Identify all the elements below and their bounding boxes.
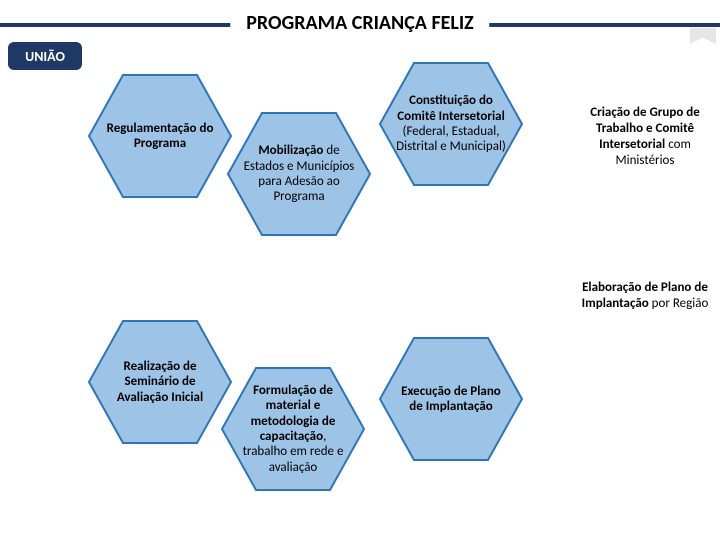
hex-label: Regulamentação do Programa — [86, 121, 234, 152]
title-notch — [690, 28, 716, 44]
hex-label: Formulação de material e metodologia de … — [219, 383, 367, 475]
hex-label: Mobilização de Estados e Municípios para… — [225, 143, 373, 204]
hex-h1: Regulamentação do Programa — [86, 72, 234, 200]
plain-p1: Criação de Grupo de Trabalho e Comitê In… — [580, 105, 710, 168]
plain-p2: Elaboração de Plano de Implantação por R… — [580, 280, 710, 312]
hex-h5: Formulação de material e metodologia de … — [219, 365, 367, 493]
uniao-badge: UNIÃO — [8, 42, 82, 70]
hex-h3: Constituição do Comitê Intersetorial (Fe… — [377, 60, 525, 188]
hex-label: Execução de Plano de Implantação — [377, 384, 525, 415]
hex-label: Constituição do Comitê Intersetorial (Fe… — [377, 93, 525, 154]
hex-h2: Mobilização de Estados e Municípios para… — [225, 110, 373, 238]
hex-h6: Execução de Plano de Implantação — [377, 335, 525, 463]
hex-h4: Realização de Seminário de Avaliação Ini… — [86, 318, 234, 446]
page-title: PROGRAMA CRIANÇA FELIZ — [230, 9, 489, 37]
title-bar: PROGRAMA CRIANÇA FELIZ — [0, 8, 720, 38]
hex-label: Realização de Seminário de Avaliação Ini… — [86, 359, 234, 405]
